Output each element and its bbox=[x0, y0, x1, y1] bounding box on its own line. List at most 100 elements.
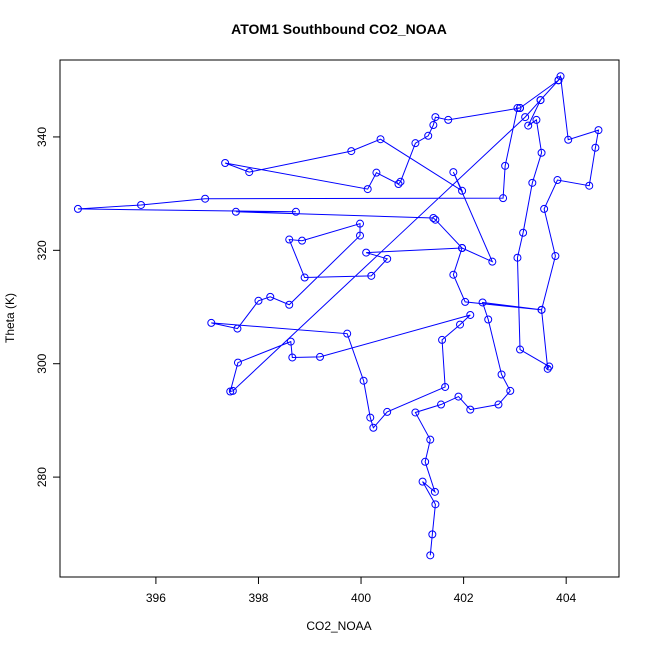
point bbox=[426, 435, 435, 444]
point bbox=[449, 270, 458, 279]
point bbox=[288, 353, 297, 362]
point bbox=[356, 231, 365, 240]
point bbox=[233, 324, 242, 333]
point bbox=[429, 214, 438, 223]
point bbox=[254, 296, 263, 305]
point bbox=[458, 186, 467, 195]
point bbox=[536, 96, 545, 105]
point bbox=[454, 392, 463, 401]
point bbox=[516, 104, 525, 113]
x-axis-label: CO2_NOAA bbox=[306, 619, 371, 633]
point bbox=[537, 148, 546, 157]
point bbox=[429, 121, 438, 130]
point bbox=[506, 386, 515, 395]
point bbox=[585, 181, 594, 190]
point bbox=[466, 405, 475, 414]
point bbox=[543, 364, 552, 373]
point bbox=[430, 487, 439, 496]
point bbox=[438, 335, 447, 344]
point bbox=[362, 248, 371, 257]
point bbox=[286, 337, 295, 346]
point bbox=[521, 113, 530, 122]
point bbox=[431, 215, 440, 224]
point bbox=[285, 235, 294, 244]
point bbox=[556, 72, 565, 81]
point bbox=[449, 168, 458, 177]
point bbox=[461, 297, 470, 306]
y-tick-label: 340 bbox=[35, 127, 49, 147]
point bbox=[497, 370, 506, 379]
point bbox=[73, 204, 82, 213]
point bbox=[372, 168, 381, 177]
plot-box bbox=[59, 59, 620, 578]
point bbox=[540, 204, 549, 213]
point bbox=[231, 207, 240, 216]
point bbox=[411, 408, 420, 417]
point bbox=[441, 382, 450, 391]
point bbox=[411, 139, 420, 148]
y-tick-label: 300 bbox=[35, 353, 49, 373]
point bbox=[458, 244, 467, 253]
point bbox=[501, 161, 510, 170]
point bbox=[431, 113, 440, 122]
x-tick-label: 396 bbox=[146, 591, 166, 605]
chart-title: ATOM1 Southbound CO2_NOAA bbox=[231, 21, 447, 37]
point bbox=[221, 159, 230, 168]
point bbox=[519, 228, 528, 237]
point bbox=[545, 362, 554, 371]
point bbox=[478, 298, 487, 307]
point bbox=[367, 271, 376, 280]
point bbox=[554, 76, 563, 85]
x-tick-label: 400 bbox=[351, 591, 371, 605]
point bbox=[228, 386, 237, 395]
point bbox=[591, 143, 600, 152]
point bbox=[564, 135, 573, 144]
point bbox=[551, 251, 560, 260]
point bbox=[359, 376, 368, 385]
point bbox=[285, 300, 294, 309]
x-tick-label: 398 bbox=[248, 591, 268, 605]
point bbox=[363, 185, 372, 194]
point bbox=[553, 176, 562, 185]
point bbox=[484, 315, 493, 324]
point bbox=[369, 423, 378, 432]
point bbox=[383, 407, 392, 416]
point bbox=[298, 236, 307, 245]
point bbox=[528, 178, 537, 187]
point bbox=[488, 257, 497, 266]
point bbox=[428, 530, 437, 539]
y-tick-label: 280 bbox=[35, 467, 49, 487]
y-tick-label: 320 bbox=[35, 240, 49, 260]
point bbox=[499, 194, 508, 203]
point bbox=[291, 207, 300, 216]
point bbox=[137, 200, 146, 209]
point bbox=[418, 477, 427, 486]
point bbox=[594, 126, 603, 135]
point bbox=[437, 400, 446, 409]
point bbox=[266, 292, 275, 301]
point bbox=[347, 147, 356, 156]
point bbox=[466, 310, 475, 319]
point bbox=[207, 318, 216, 327]
point bbox=[421, 457, 430, 466]
y-axis-label: Theta (K) bbox=[3, 293, 17, 343]
point bbox=[513, 253, 522, 262]
point bbox=[376, 135, 385, 144]
point bbox=[201, 194, 210, 203]
point bbox=[513, 104, 522, 113]
point bbox=[456, 320, 465, 329]
point bbox=[396, 177, 405, 186]
point bbox=[343, 329, 352, 338]
point bbox=[494, 400, 503, 409]
data-line bbox=[77, 74, 600, 556]
point bbox=[424, 131, 433, 140]
point bbox=[524, 121, 533, 130]
point bbox=[431, 500, 440, 509]
point bbox=[444, 115, 453, 124]
point bbox=[532, 115, 541, 124]
point bbox=[366, 413, 375, 422]
x-tick-label: 404 bbox=[556, 591, 576, 605]
x-tick-label: 402 bbox=[454, 591, 474, 605]
point bbox=[245, 168, 254, 177]
